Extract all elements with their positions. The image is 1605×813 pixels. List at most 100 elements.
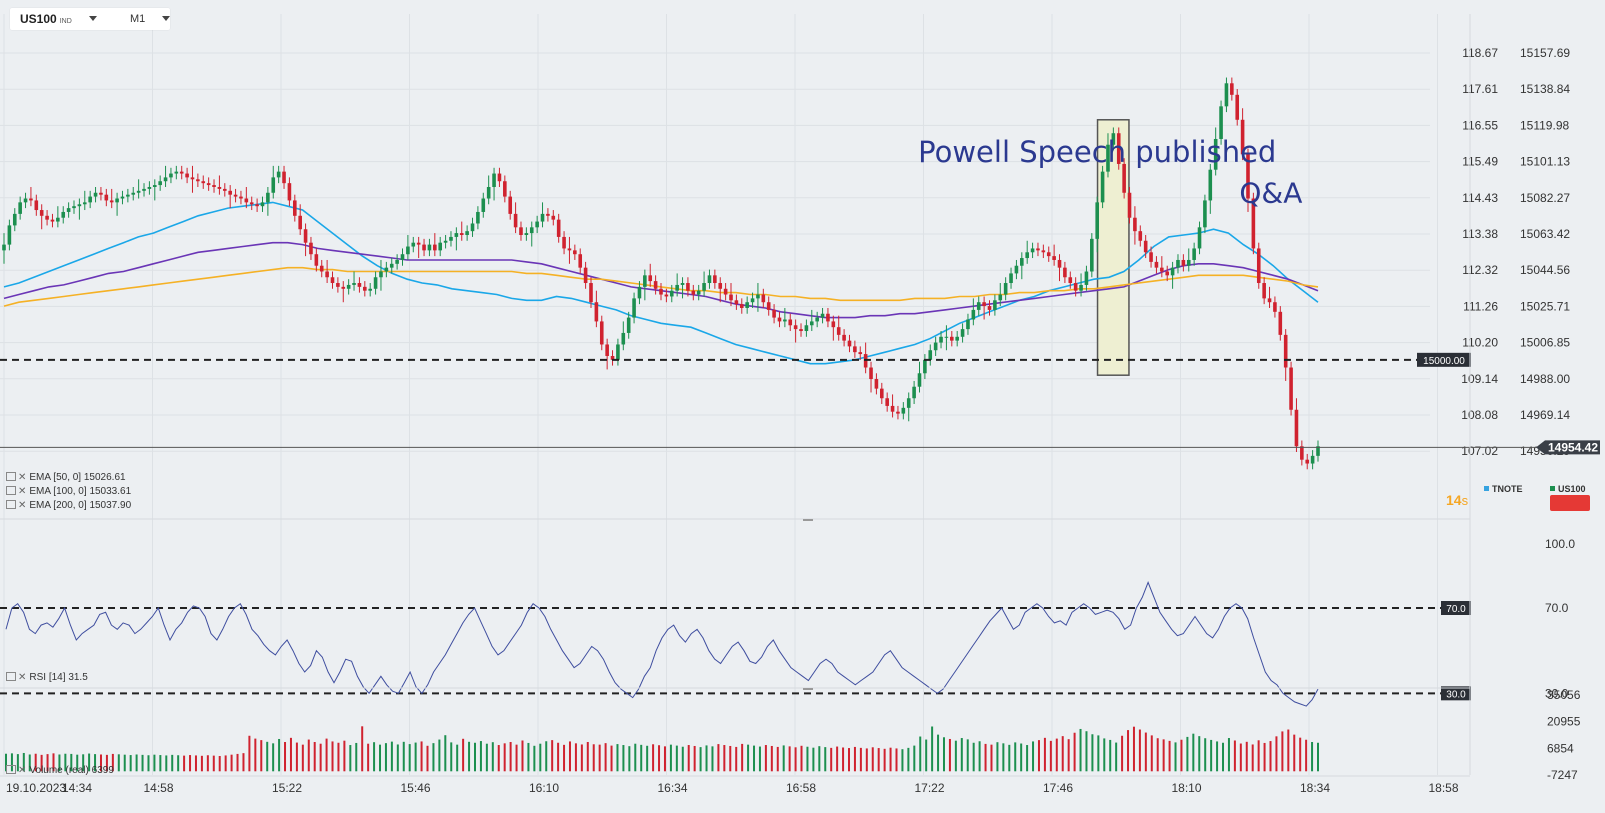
left-tick-label: 116.55 bbox=[1462, 118, 1498, 132]
close-icon[interactable]: ✕ bbox=[18, 765, 27, 776]
volume-bar bbox=[776, 746, 779, 772]
candlestick-series bbox=[2, 77, 1320, 470]
volume-bar bbox=[1002, 743, 1005, 772]
level-label-bg bbox=[1417, 352, 1471, 367]
candle-body bbox=[718, 283, 723, 289]
volume-tick-label: 6854 bbox=[1547, 741, 1574, 755]
candle-body bbox=[147, 186, 152, 189]
candle-body bbox=[1090, 238, 1094, 272]
rsi-series: 100.0 70.0 30.0 70.0 30.0 bbox=[0, 537, 1575, 707]
candle-body bbox=[659, 288, 663, 295]
timeframe-dropdown-icon[interactable] bbox=[162, 16, 170, 21]
candle-body bbox=[136, 190, 141, 193]
candle-body bbox=[2, 244, 6, 251]
volume-bar bbox=[978, 741, 981, 772]
settings-icon[interactable] bbox=[6, 486, 16, 495]
close-icon[interactable]: ✕ bbox=[18, 486, 27, 497]
compare-us100[interactable]: US100 bbox=[1550, 484, 1586, 494]
volume-bar bbox=[729, 745, 732, 772]
volume-bars: 35056 20955 6854 -7247 bbox=[5, 688, 1581, 782]
candle-body bbox=[917, 373, 922, 387]
volume-bar bbox=[307, 739, 310, 772]
candle-body bbox=[422, 244, 426, 251]
timeframe-label[interactable]: M1 bbox=[130, 13, 146, 25]
candle-body bbox=[702, 283, 706, 291]
candle-body bbox=[433, 244, 437, 251]
candle-body bbox=[632, 298, 636, 318]
candle-body bbox=[578, 254, 583, 268]
candle-body bbox=[93, 192, 98, 197]
x-tick-label: 16:34 bbox=[657, 781, 687, 795]
last-price-label: 14954.42 bbox=[1548, 440, 1598, 454]
volume-bar bbox=[194, 755, 197, 772]
volume-bar bbox=[1097, 735, 1100, 772]
volume-bar bbox=[1180, 739, 1183, 772]
volume-bar bbox=[64, 753, 67, 772]
candle-body bbox=[56, 217, 60, 222]
volume-bar bbox=[40, 754, 43, 772]
volume-bar bbox=[462, 738, 465, 772]
x-tick-label: 15:46 bbox=[400, 781, 430, 795]
volume-bar bbox=[1281, 731, 1284, 772]
candle-body bbox=[233, 194, 238, 197]
candle-body bbox=[1262, 283, 1266, 299]
volume-bar bbox=[82, 754, 85, 772]
candle-body bbox=[389, 263, 394, 268]
legend-ema-100[interactable]: ✕ EMA [100, 0] 15033.61 bbox=[6, 486, 131, 497]
candle-body bbox=[1181, 259, 1186, 266]
sell-button[interactable] bbox=[1550, 495, 1590, 511]
volume-bar bbox=[230, 754, 233, 772]
candle-body bbox=[298, 215, 302, 230]
legend-rsi[interactable]: ✕ RSI [14] 31.5 bbox=[6, 672, 88, 683]
price-levels: 15000.00 14954.42 bbox=[0, 352, 1600, 455]
compare-tnote[interactable]: TNOTE bbox=[1484, 484, 1523, 494]
symbol-dropdown-icon[interactable] bbox=[89, 16, 97, 21]
legend-ema-200[interactable]: ✕ EMA [200, 0] 15037.90 bbox=[6, 500, 131, 511]
settings-icon[interactable] bbox=[6, 765, 16, 774]
candle-body bbox=[1014, 265, 1019, 274]
volume-bar bbox=[925, 739, 928, 772]
volume-bar bbox=[598, 744, 601, 772]
annotation-speech: Powell Speech published bbox=[918, 135, 1276, 169]
candle-body bbox=[18, 202, 22, 214]
candle-body bbox=[761, 294, 766, 303]
volume-bar bbox=[295, 742, 298, 772]
volume-bar bbox=[1121, 735, 1124, 772]
candle-body bbox=[1149, 252, 1153, 262]
settings-icon[interactable] bbox=[6, 472, 16, 481]
legend-value: 6399 bbox=[91, 765, 114, 776]
candle-body bbox=[1003, 283, 1008, 295]
settings-icon[interactable] bbox=[6, 672, 16, 681]
volume-bar bbox=[76, 754, 79, 772]
candle-body bbox=[669, 290, 674, 297]
legend-ema-50[interactable]: ✕ EMA [50, 0] 15026.61 bbox=[6, 472, 126, 483]
volume-bar bbox=[438, 739, 441, 772]
candle-body bbox=[163, 177, 168, 182]
candle-body bbox=[287, 183, 292, 201]
candle-body bbox=[503, 181, 507, 197]
volume-bar bbox=[592, 744, 595, 772]
close-icon[interactable]: ✕ bbox=[18, 672, 27, 683]
candle-body bbox=[675, 284, 679, 291]
symbol-selector[interactable]: US100 IND M1 bbox=[10, 8, 170, 30]
candle-body bbox=[1203, 200, 1207, 228]
candle-body bbox=[244, 198, 249, 203]
candle-body bbox=[643, 275, 647, 287]
volume-bar bbox=[414, 742, 417, 772]
volume-bar bbox=[491, 742, 494, 772]
right-tick-label: 15101.13 bbox=[1520, 155, 1570, 169]
volume-bar bbox=[675, 745, 678, 772]
settings-icon[interactable] bbox=[6, 500, 16, 509]
volume-bar bbox=[687, 745, 690, 772]
legend-label: EMA [200, 0] bbox=[29, 500, 87, 511]
volume-bar bbox=[931, 726, 934, 772]
candle-body bbox=[395, 259, 399, 264]
candle-body bbox=[373, 277, 378, 289]
candle-body bbox=[599, 321, 604, 345]
candle-body bbox=[987, 306, 992, 310]
right-tick-label: 15044.56 bbox=[1520, 263, 1570, 277]
close-icon[interactable]: ✕ bbox=[18, 500, 27, 511]
legend-volume[interactable]: ✕ Volume (real) 6399 bbox=[6, 765, 114, 776]
close-icon[interactable]: ✕ bbox=[18, 472, 27, 483]
candle-body bbox=[330, 277, 335, 284]
